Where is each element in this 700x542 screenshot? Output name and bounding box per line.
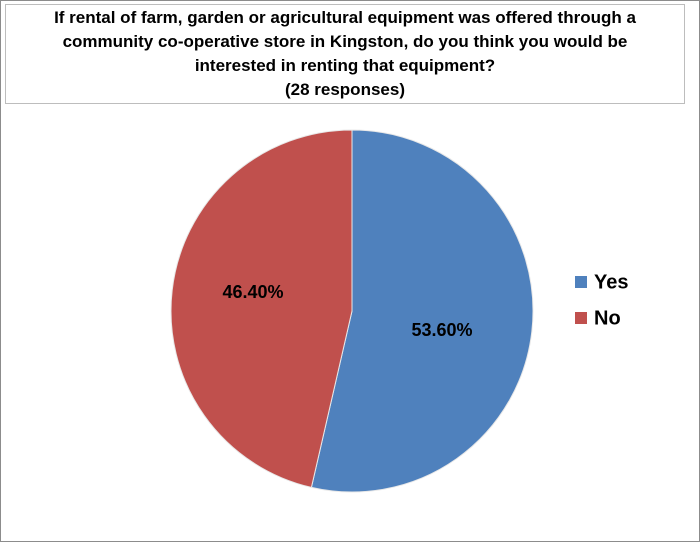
pie-slice-yes [310,129,534,493]
chart-title-box: If rental of farm, garden or agricultura… [5,4,685,104]
legend-swatch-no [575,312,587,324]
slice-label-yes: 53.60% [411,320,472,340]
chart-title: If rental of farm, garden or agricultura… [54,8,636,99]
chart-legend: Yes No [575,271,628,329]
slice-label-no: 46.40% [222,282,283,302]
pie-slices [170,129,534,493]
pie-slice-labels: 53.60% 46.40% [222,282,472,340]
legend-label-no: No [594,307,621,329]
legend-label-yes: Yes [594,271,628,293]
pie-slice-no [170,129,353,488]
legend-swatch-yes [575,276,587,288]
